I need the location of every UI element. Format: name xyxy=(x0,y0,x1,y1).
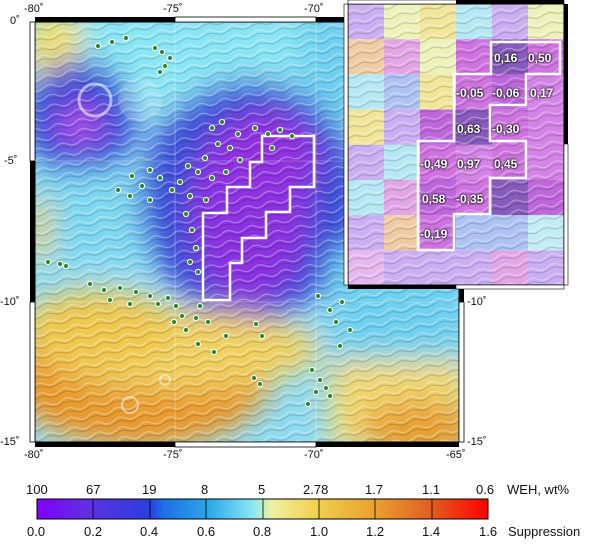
suppression-tick-label: 0.8 xyxy=(253,524,272,539)
bottom-tick-label: -65˚ xyxy=(446,449,466,461)
weh-tick-label: 5 xyxy=(258,482,266,497)
suppression-tick-label: 0.4 xyxy=(140,524,159,539)
weh-tick-label: 19 xyxy=(142,482,157,497)
sample-points xyxy=(44,34,354,408)
inset-value: 0,97 xyxy=(457,157,481,171)
inset-value: 0,58 xyxy=(422,192,446,206)
suppression-axis-label: Suppression xyxy=(508,524,581,539)
inset-study-outline xyxy=(416,40,562,252)
axis-frame-bars xyxy=(29,16,465,448)
suppression-tick-label: 1.6 xyxy=(479,524,498,539)
top-tick-label: -70˚ xyxy=(304,3,324,15)
inset-value: -0,49 xyxy=(420,157,448,171)
right-tick-label: -15˚ xyxy=(467,436,487,448)
weh-axis-label: WEH, wt% xyxy=(507,482,570,497)
suppression-tick-label: 1.4 xyxy=(422,524,441,539)
left-tick-label: -10˚ xyxy=(0,296,20,308)
suppression-tick-label: 0.2 xyxy=(84,524,103,539)
inset-value: 0,63 xyxy=(457,122,481,136)
inset-frame-bars xyxy=(343,0,569,290)
weh-tick-label: 0.6 xyxy=(476,482,495,497)
inset-value: -0,05 xyxy=(456,86,484,100)
inset-value: -0,30 xyxy=(492,122,520,136)
weh-tick-label: 67 xyxy=(86,482,101,497)
left-tick-label: -5˚ xyxy=(4,155,18,167)
right-tick-label: -10˚ xyxy=(467,296,487,308)
weh-tick-label: 1.7 xyxy=(365,482,384,497)
inset-map xyxy=(348,4,564,285)
suppression-tick-label: 0.6 xyxy=(197,524,216,539)
inset-value: 0,45 xyxy=(494,157,518,171)
colorbar xyxy=(36,498,489,520)
inset-value: -0,06 xyxy=(492,86,520,100)
bottom-tick-label: -70˚ xyxy=(304,449,324,461)
inset-value: 0,50 xyxy=(528,51,552,65)
left-tick-label: 0˚ xyxy=(10,15,20,27)
left-tick-label: -15˚ xyxy=(0,436,20,448)
inset-value: 0,16 xyxy=(494,51,518,65)
inset-value: -0,19 xyxy=(420,227,448,241)
top-tick-label: -75˚ xyxy=(163,3,183,15)
study-area-outline xyxy=(201,134,316,302)
weh-tick-label: 2.78 xyxy=(303,482,329,497)
suppression-tick-label: 1.2 xyxy=(366,524,385,539)
bottom-tick-label: -80˚ xyxy=(24,449,44,461)
suppression-tick-label: 1.0 xyxy=(310,524,329,539)
weh-tick-label: 100 xyxy=(26,482,48,497)
bottom-tick-label: -75˚ xyxy=(163,449,183,461)
inset-value: 0,17 xyxy=(530,86,554,100)
weh-tick-label: 8 xyxy=(201,482,209,497)
top-tick-label: -80˚ xyxy=(24,3,44,15)
inset-value: -0,35 xyxy=(456,192,484,206)
suppression-tick-label: 0.0 xyxy=(27,524,46,539)
weh-tick-label: 1.1 xyxy=(422,482,441,497)
